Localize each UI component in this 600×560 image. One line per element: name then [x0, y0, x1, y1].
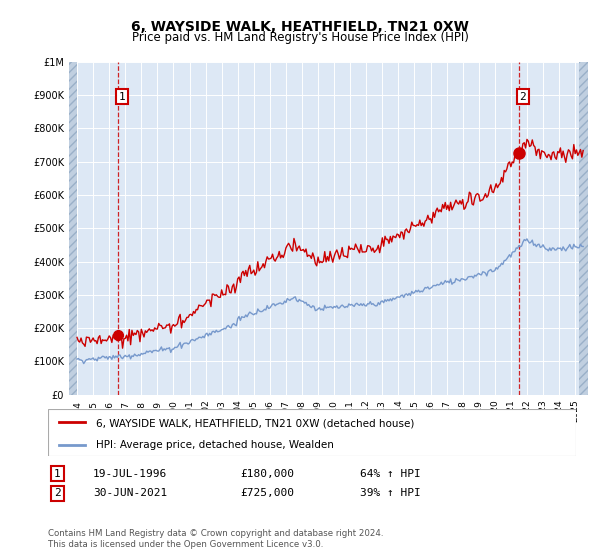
Text: 30-JUN-2021: 30-JUN-2021: [93, 488, 167, 498]
FancyBboxPatch shape: [48, 409, 576, 456]
Text: Contains HM Land Registry data © Crown copyright and database right 2024.
This d: Contains HM Land Registry data © Crown c…: [48, 529, 383, 549]
Text: Price paid vs. HM Land Registry's House Price Index (HPI): Price paid vs. HM Land Registry's House …: [131, 31, 469, 44]
Text: 2: 2: [54, 488, 61, 498]
Text: 1: 1: [119, 92, 125, 101]
Text: 19-JUL-1996: 19-JUL-1996: [93, 469, 167, 479]
Text: £725,000: £725,000: [240, 488, 294, 498]
Bar: [69, 62, 77, 395]
Text: 6, WAYSIDE WALK, HEATHFIELD, TN21 0XW: 6, WAYSIDE WALK, HEATHFIELD, TN21 0XW: [131, 20, 469, 34]
Text: £180,000: £180,000: [240, 469, 294, 479]
Text: HPI: Average price, detached house, Wealden: HPI: Average price, detached house, Weal…: [95, 441, 334, 450]
Text: 64% ↑ HPI: 64% ↑ HPI: [360, 469, 421, 479]
Text: 2: 2: [520, 92, 526, 101]
Text: 6, WAYSIDE WALK, HEATHFIELD, TN21 0XW (detached house): 6, WAYSIDE WALK, HEATHFIELD, TN21 0XW (d…: [95, 418, 414, 428]
Text: 1: 1: [54, 469, 61, 479]
Text: 39% ↑ HPI: 39% ↑ HPI: [360, 488, 421, 498]
Bar: [579, 62, 588, 395]
